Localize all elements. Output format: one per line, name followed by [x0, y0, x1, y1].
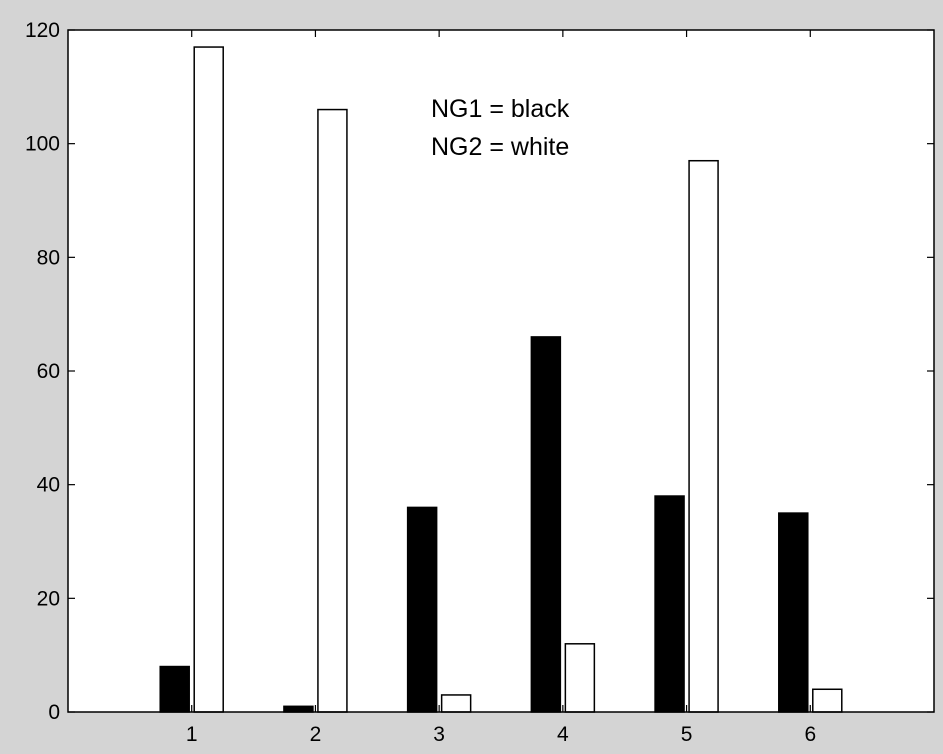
bar-series1-category-5: [654, 495, 685, 713]
y-tick-label-120: 120: [25, 19, 60, 42]
bar-series2-category-1: [193, 46, 224, 713]
x-tick-label-2: 2: [310, 723, 322, 746]
annotation-ng2: NG2 = white: [431, 133, 569, 161]
x-axis-tick-labels: 1 2 3 4 5 6: [186, 723, 816, 746]
annotation-ng1: NG1 = black: [431, 95, 570, 123]
axis-ticks: [68, 29, 934, 713]
bar-series2-category-6: [812, 688, 843, 713]
bars-layer: [159, 46, 843, 713]
bar-series1-category-1: [159, 665, 190, 713]
x-tick-label-6: 6: [804, 723, 816, 746]
y-axis-tick-labels: 0 20 40 60 80 100 120: [25, 19, 60, 724]
bar-series1-category-2: [283, 705, 314, 713]
y-tick-label-0: 0: [48, 701, 60, 724]
y-tick-label-20: 20: [37, 587, 60, 610]
bar-series2-category-3: [440, 694, 472, 713]
y-tick-label-100: 100: [25, 133, 60, 156]
bar-series1-category-3: [406, 506, 438, 713]
x-tick-label-1: 1: [186, 723, 198, 746]
bar-series1-category-6: [778, 512, 809, 713]
bar-series2-category-2: [317, 108, 348, 713]
y-tick-label-40: 40: [37, 474, 60, 497]
y-tick-label-80: 80: [37, 246, 60, 269]
bar-series1-category-4: [530, 336, 562, 713]
y-tick-label-60: 60: [37, 360, 60, 383]
x-tick-label-4: 4: [557, 723, 569, 746]
x-tick-label-3: 3: [433, 723, 445, 746]
bar-series2-category-5: [688, 159, 719, 713]
x-tick-label-5: 5: [681, 723, 693, 746]
bar-series2-category-4: [564, 643, 596, 713]
